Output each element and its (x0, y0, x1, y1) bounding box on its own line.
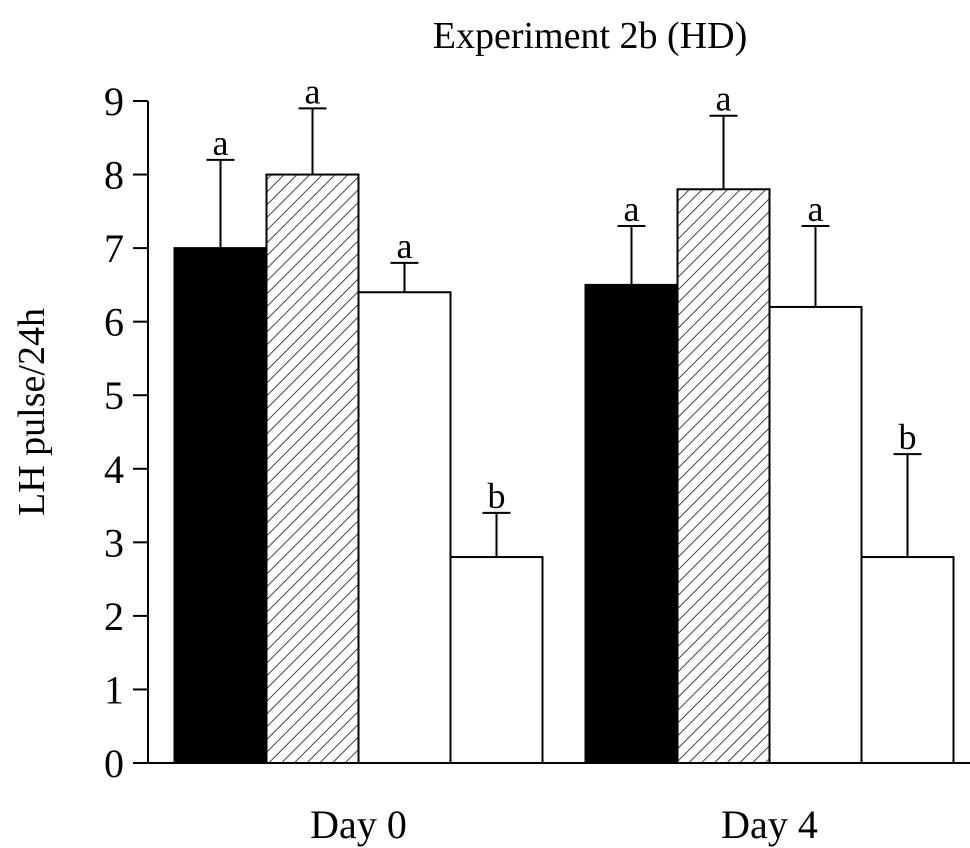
chart-title: Experiment 2b (HD) (433, 15, 747, 57)
significance-letter: a (808, 189, 824, 229)
y-tick-label: 0 (104, 741, 124, 786)
y-tick-label: 2 (104, 594, 124, 639)
significance-letter: b (488, 476, 506, 516)
significance-letter: a (397, 226, 413, 266)
significance-letter: a (305, 71, 321, 111)
bar (676, 188, 771, 764)
bar (357, 291, 452, 764)
y-tick-label: 4 (104, 447, 124, 492)
bar (265, 173, 360, 765)
bar (860, 556, 955, 764)
x-tick-label: Day 0 (310, 802, 407, 847)
y-tick-label: 5 (104, 373, 124, 418)
significance-letter: a (213, 123, 229, 163)
y-tick-label: 8 (104, 153, 124, 198)
bar (768, 305, 863, 764)
bar (584, 283, 679, 764)
y-tick-label: 1 (104, 667, 124, 712)
x-tick-label: Day 4 (721, 802, 818, 847)
y-tick-label: 3 (104, 520, 124, 565)
significance-letter: b (899, 417, 917, 457)
bar (449, 556, 544, 764)
y-axis-label: LH pulse/24h (11, 308, 53, 516)
y-tick-label: 9 (104, 79, 124, 124)
significance-letter: a (716, 79, 732, 119)
y-tick-label: 6 (104, 300, 124, 345)
bar (173, 247, 268, 765)
y-tick-label: 7 (104, 226, 124, 271)
significance-letter: a (624, 189, 640, 229)
